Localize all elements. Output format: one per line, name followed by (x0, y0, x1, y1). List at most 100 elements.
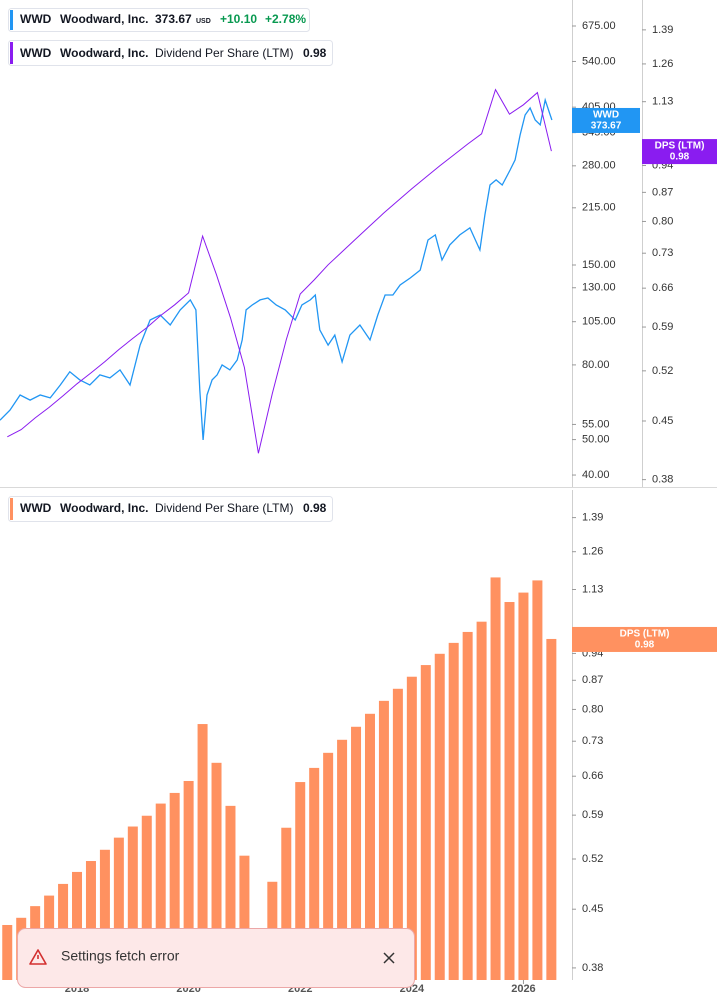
y-tick-label: 0.80 (652, 215, 673, 227)
toast: Settings fetch error (17, 928, 415, 988)
legend-box (8, 40, 333, 66)
legend-symbol: WWD (20, 12, 52, 26)
bar (141, 815, 152, 980)
y-tick-label: 150.00 (582, 259, 616, 271)
bar (406, 676, 417, 980)
y-tick-label: 130.00 (582, 282, 616, 294)
legend-swatch (10, 498, 13, 520)
y-tick-label: 1.13 (652, 96, 673, 108)
y-tick-label: 0.66 (582, 770, 603, 782)
bar (225, 805, 236, 980)
y-tick-label: 50.00 (582, 433, 610, 445)
value-tag (572, 107, 640, 133)
y-tick-label: 1.13 (582, 583, 603, 595)
legend-currency: USD (196, 18, 211, 25)
legend-swatch (10, 42, 13, 64)
bar (504, 602, 515, 980)
y-tick-label: 0.45 (582, 903, 603, 915)
legend-company: Woodward, Inc. (60, 46, 148, 60)
legend-value: 0.98 (303, 501, 327, 515)
legend-value: 0.98 (303, 46, 327, 60)
legend-change: +10.10 (220, 12, 257, 26)
y-tick-label: 0.73 (652, 247, 673, 259)
y-tick-label: 80.00 (582, 359, 610, 371)
y-tick-label: 0.66 (652, 282, 673, 294)
bar (462, 631, 473, 980)
y-tick-label: 0.38 (582, 962, 603, 974)
bar (281, 827, 292, 980)
bar (2, 924, 13, 980)
bar (518, 592, 529, 980)
legend-price: 373.67 (155, 12, 192, 26)
bar (239, 855, 250, 980)
y-tick-label: 40.00 (582, 469, 610, 481)
y-tick-label: 215.00 (582, 202, 616, 214)
bar (434, 653, 445, 980)
bar (532, 580, 543, 980)
bar (420, 665, 431, 980)
bar (378, 700, 389, 980)
y-tick-label: 0.38 (652, 474, 673, 486)
tag-value: 0.98 (635, 640, 655, 651)
value-tag (572, 626, 717, 652)
overlay: WWD Woodward, Inc. 373.67 USD +10.10 +2.… (8, 8, 333, 522)
y-tick-label: 0.87 (582, 674, 603, 686)
legend-symbol: WWD (20, 46, 52, 60)
bar (197, 724, 208, 980)
legend-change-pct: +2.78% (265, 12, 306, 26)
bar (211, 762, 222, 980)
y-tick-label: 0.52 (652, 365, 673, 377)
y-tick-label: 1.26 (652, 58, 673, 70)
legend-company: Woodward, Inc. (60, 12, 148, 26)
bar (392, 688, 403, 980)
y-tick-label: 105.00 (582, 316, 616, 328)
legend-box (8, 496, 333, 522)
bar (364, 713, 375, 980)
tag-value: 373.67 (591, 121, 622, 132)
tag-label: DPS (LTM) (620, 629, 670, 640)
y-tick-label: 0.59 (652, 321, 673, 333)
bar (448, 642, 459, 980)
y-tick-label: 0.45 (652, 415, 673, 427)
toast-box (17, 928, 415, 988)
close-button[interactable] (383, 952, 395, 964)
bar (155, 803, 166, 980)
y-tick-label: 280.00 (582, 160, 616, 172)
y-tick-label: 1.39 (582, 512, 603, 524)
y-tick-label: 675.00 (582, 20, 616, 32)
tag-label: WWD (593, 110, 619, 121)
bar (169, 792, 180, 980)
tag-value: 0.98 (670, 152, 690, 163)
y-tick-label: 0.59 (582, 809, 603, 821)
value-tag (642, 139, 717, 165)
bar (85, 861, 96, 980)
y-tick-label: 0.52 (582, 853, 603, 865)
bar (72, 871, 83, 980)
series-line (7, 88, 552, 454)
series-line (0, 97, 553, 440)
x-tick-label: 2026 (511, 983, 535, 995)
bar (323, 752, 334, 980)
bar (309, 767, 320, 980)
y-tick-label: 0.80 (582, 703, 603, 715)
bar (476, 621, 487, 980)
legend-swatch (10, 10, 13, 30)
y-tick-label: 1.39 (652, 24, 673, 36)
legend-box (8, 8, 310, 32)
bar (99, 849, 110, 980)
bar (113, 837, 124, 980)
warning-icon (29, 949, 47, 965)
tag-label: DPS (LTM) (655, 141, 705, 152)
toast-message: Settings fetch error (61, 948, 180, 964)
y-tick-label: 55.00 (582, 418, 610, 430)
legend-company: Woodward, Inc. (60, 501, 148, 515)
y-tick-label: 540.00 (582, 55, 616, 67)
bar (546, 638, 557, 980)
bar (351, 726, 362, 980)
legend-series: Dividend Per Share (LTM) (155, 501, 294, 515)
bar (183, 780, 194, 980)
legend-symbol: WWD (20, 501, 52, 515)
